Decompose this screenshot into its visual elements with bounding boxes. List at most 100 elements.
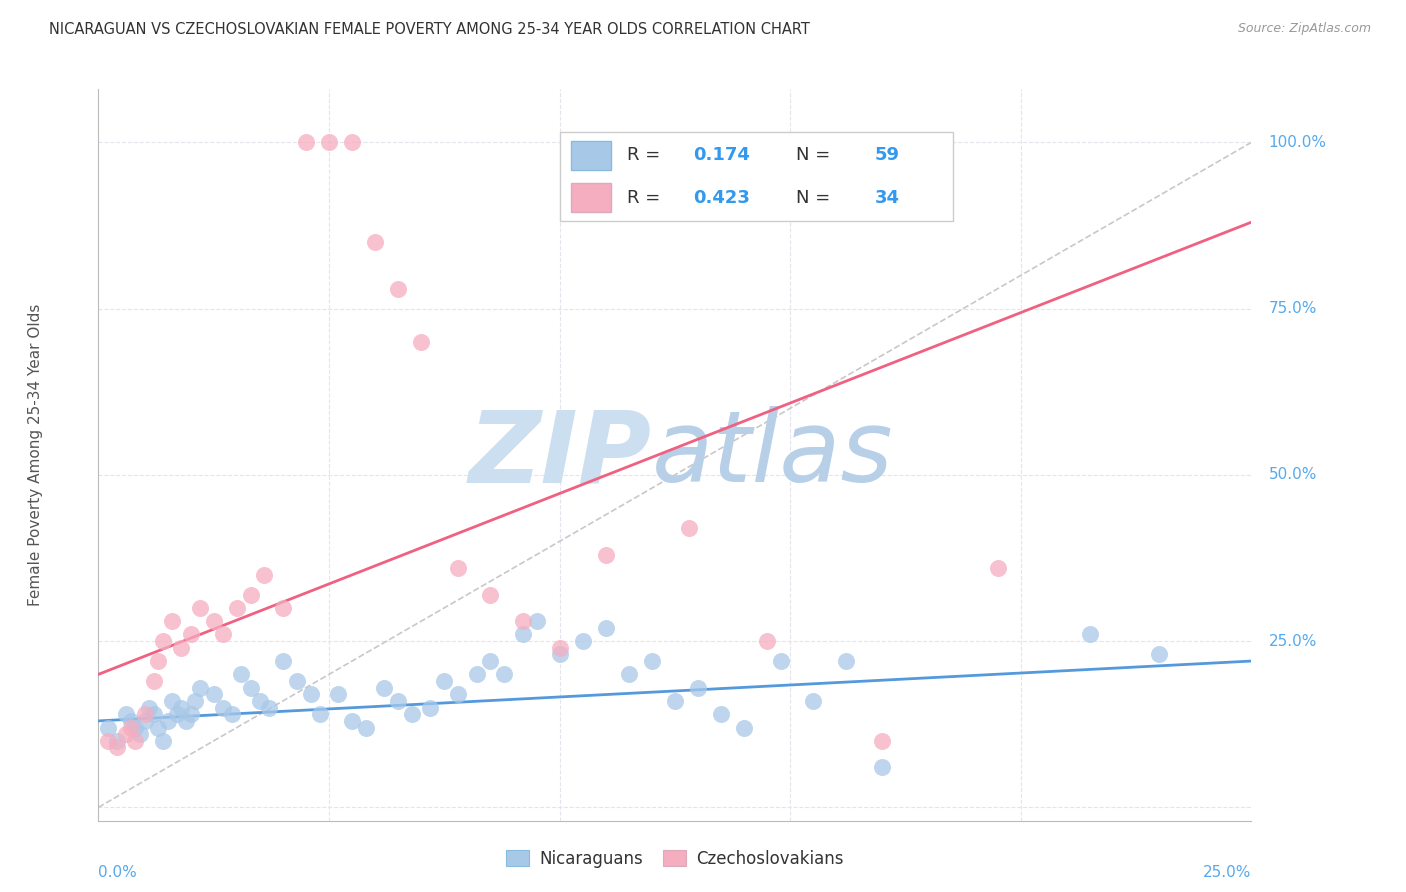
Point [156,714,179,728]
Point [299,687,322,701]
Point [987,561,1010,575]
Point [170,640,193,655]
Point [801,694,824,708]
Point [170,700,193,714]
Point [447,561,470,575]
Point [124,721,146,735]
Point [411,334,433,349]
Point [364,235,387,249]
Text: R =: R = [627,189,665,207]
Point [166,707,188,722]
Text: N =: N = [796,189,835,207]
Point [641,654,664,668]
Text: Female Poverty Among 25-34 Year Olds: Female Poverty Among 25-34 Year Olds [28,304,42,606]
Point [433,673,456,688]
Point [571,634,593,648]
Point [184,694,207,708]
Point [1078,627,1101,641]
Point [212,627,235,641]
Point [180,627,202,641]
Point [387,694,409,708]
Point [134,714,156,728]
Point [595,548,617,562]
Point [271,600,294,615]
Point [419,700,441,714]
Point [120,714,142,728]
Point [340,136,363,150]
Point [354,721,377,735]
Point [686,681,709,695]
Text: NICARAGUAN VS CZECHOSLOVAKIAN FEMALE POVERTY AMONG 25-34 YEAR OLDS CORRELATION C: NICARAGUAN VS CZECHOSLOVAKIAN FEMALE POV… [49,22,810,37]
Point [285,673,308,688]
Point [97,734,120,748]
Point [120,721,142,735]
Point [479,588,502,602]
Point [115,707,138,722]
Point [160,614,183,628]
Text: 25.0%: 25.0% [1268,633,1317,648]
Point [212,700,235,714]
Point [148,721,170,735]
Point [124,734,146,748]
Point [617,667,640,681]
FancyBboxPatch shape [560,132,953,221]
Point [152,634,174,648]
Point [174,714,197,728]
Text: 50.0%: 50.0% [1268,467,1317,483]
Point [188,600,211,615]
Point [512,627,534,641]
Point [340,714,363,728]
Point [295,136,318,150]
Point [373,681,395,695]
Point [465,667,488,681]
Point [710,707,733,722]
Text: R =: R = [627,146,665,164]
Text: Source: ZipAtlas.com: Source: ZipAtlas.com [1237,22,1371,36]
Text: 0.0%: 0.0% [98,864,138,880]
Text: 75.0%: 75.0% [1268,301,1317,316]
Point [664,694,686,708]
Point [231,667,253,681]
Point [97,721,120,735]
Point [595,621,617,635]
Text: 34: 34 [875,189,900,207]
Point [512,614,534,628]
Point [152,734,174,748]
Point [494,667,516,681]
Point [318,136,340,150]
Point [249,694,271,708]
Point [225,600,247,615]
Point [769,654,792,668]
Point [401,707,423,722]
Point [148,654,170,668]
Point [548,648,571,662]
Point [188,681,211,695]
Point [872,734,894,748]
FancyBboxPatch shape [571,141,610,170]
Point [257,700,280,714]
Point [221,707,243,722]
Point [678,521,700,535]
Point [834,654,856,668]
Point [180,707,202,722]
Point [387,282,409,296]
Point [134,707,156,722]
Point [202,614,225,628]
Point [548,640,571,655]
Text: N =: N = [796,146,835,164]
Point [253,567,276,582]
FancyBboxPatch shape [571,183,610,212]
Point [115,727,138,741]
Point [756,634,779,648]
Point [202,687,225,701]
Text: ZIP: ZIP [468,407,652,503]
Point [142,673,165,688]
Point [308,707,330,722]
Point [872,760,894,774]
Point [160,694,183,708]
Text: 0.423: 0.423 [693,189,751,207]
Text: 59: 59 [875,146,900,164]
Text: 0.174: 0.174 [693,146,751,164]
Point [105,734,128,748]
Text: atlas: atlas [652,407,893,503]
